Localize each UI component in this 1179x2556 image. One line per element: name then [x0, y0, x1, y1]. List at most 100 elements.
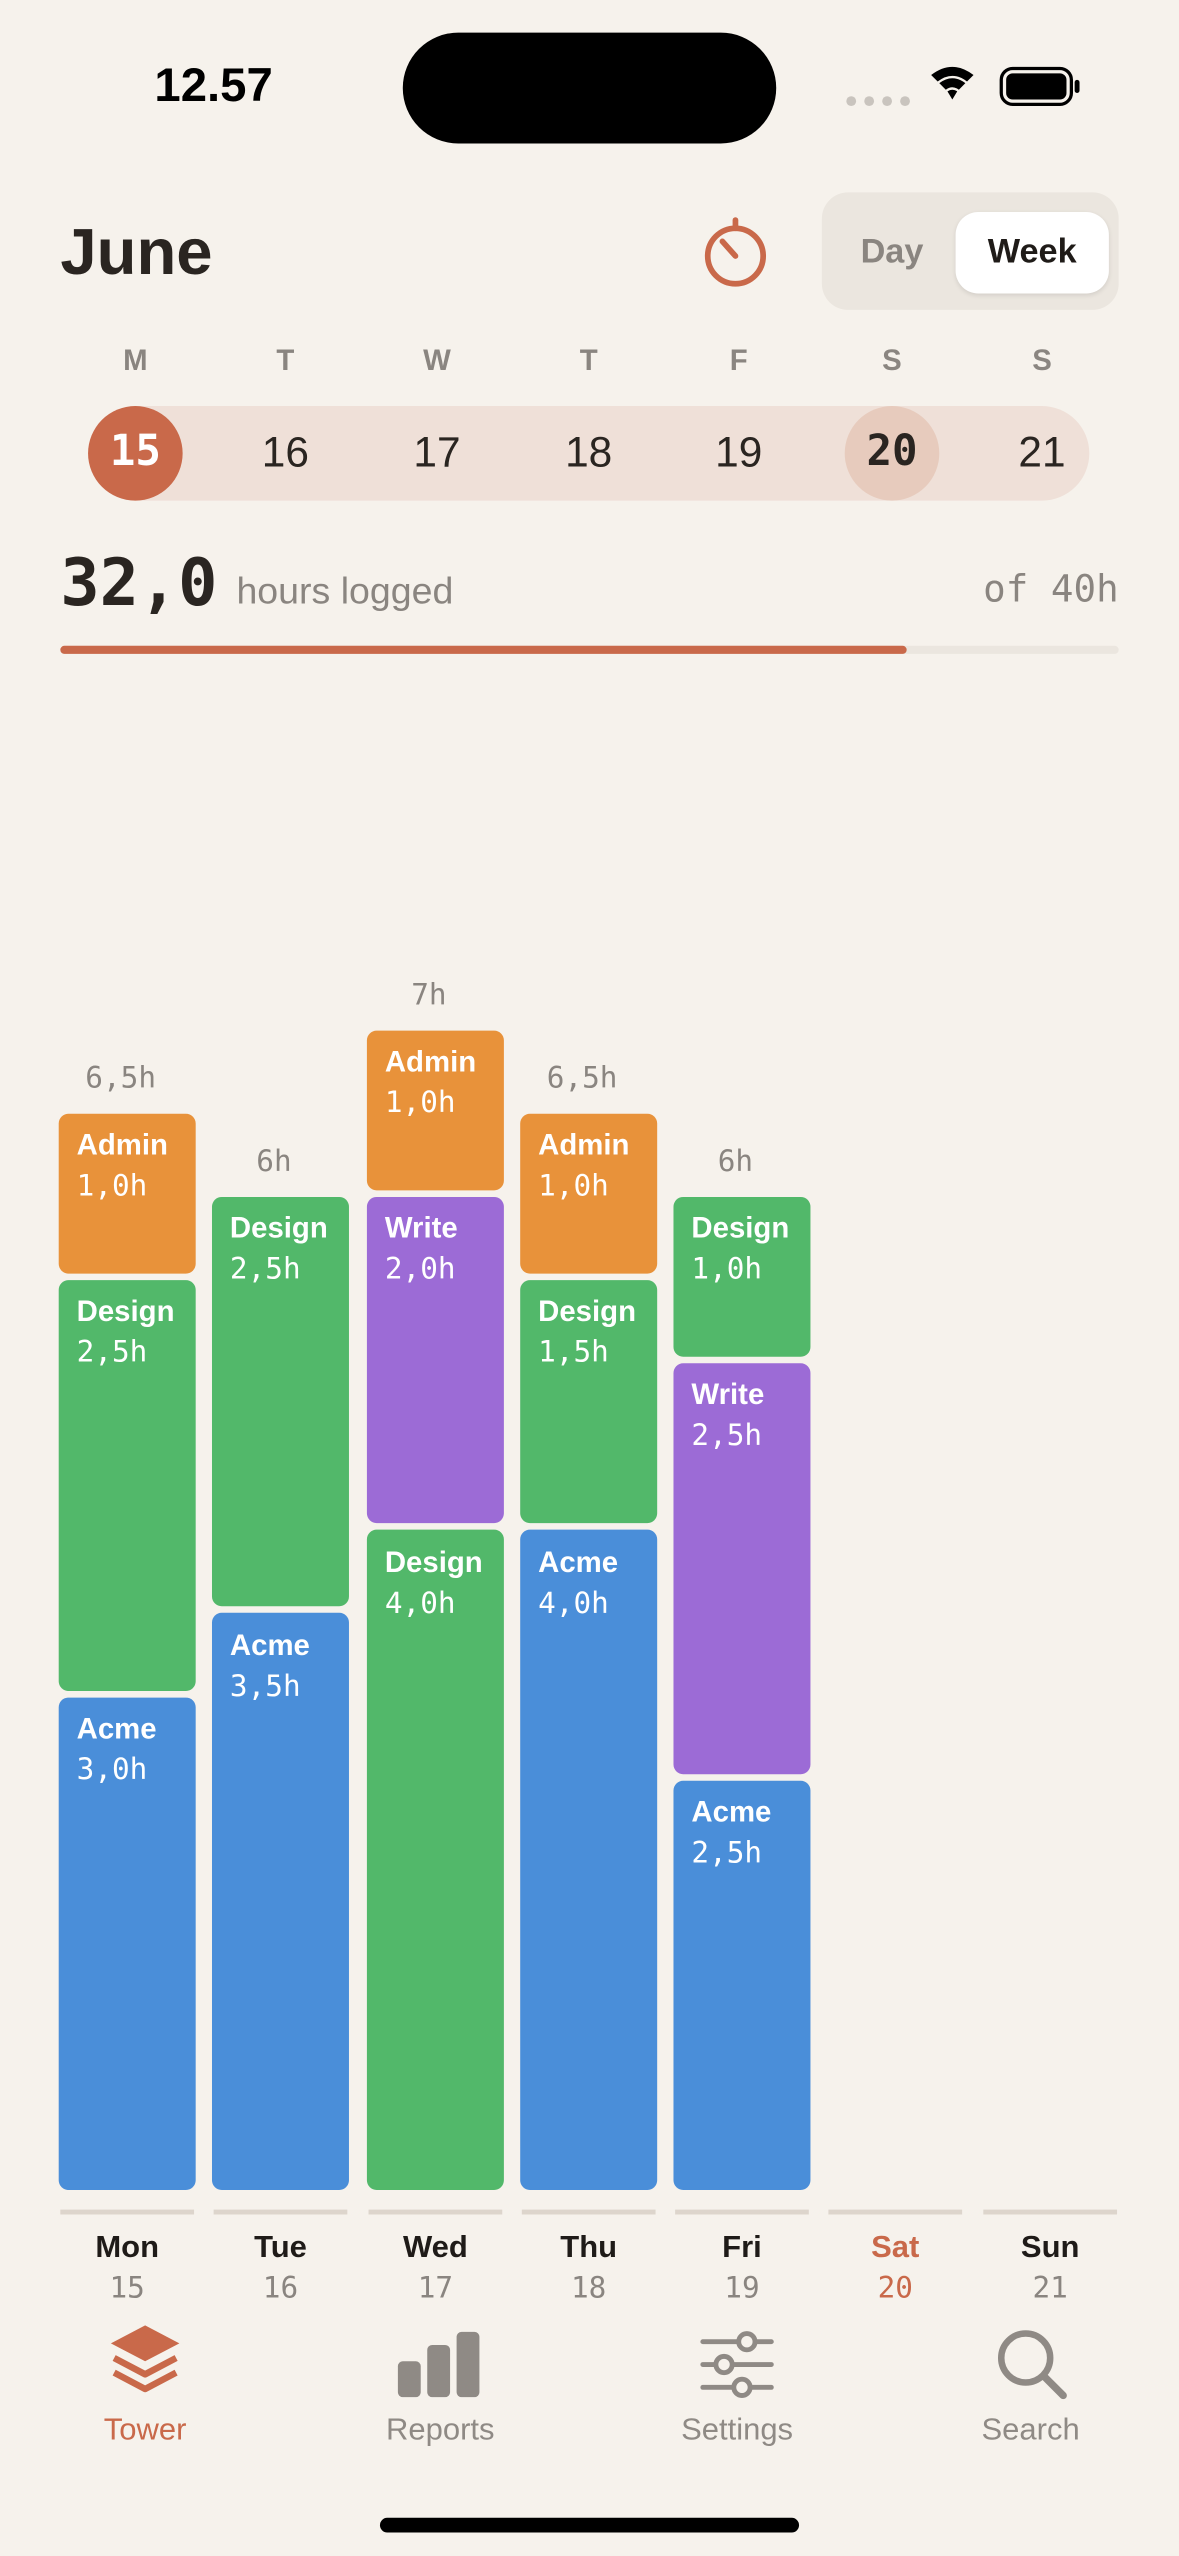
- segment-hours: 3,5h: [229, 1669, 301, 1704]
- tab-label[interactable]: Reports: [386, 2412, 495, 2448]
- segment-hours: 4,0h: [384, 1586, 456, 1621]
- day-name: Wed: [402, 2230, 468, 2265]
- logged-caption: hours logged: [236, 569, 454, 612]
- time-segment[interactable]: [58, 1696, 196, 2191]
- segment-name: Admin: [538, 1128, 630, 1162]
- day-total: 6h: [717, 1145, 754, 1180]
- segment-hours: 2,5h: [229, 1252, 301, 1288]
- date-cell[interactable]: 15: [109, 427, 161, 477]
- date-cell[interactable]: 16: [261, 427, 309, 477]
- time-segment[interactable]: [58, 1113, 196, 1274]
- segment-name: Admin: [384, 1045, 477, 1079]
- segment-hours: 2,5h: [76, 1336, 148, 1371]
- time-segment[interactable]: [520, 1530, 658, 2191]
- segment-name: Design: [384, 1545, 483, 1578]
- view-option-pill[interactable]: [955, 211, 1109, 294]
- time-segment[interactable]: [520, 1280, 658, 1524]
- day-name: Tue: [254, 2230, 307, 2265]
- time-segment[interactable]: [211, 1613, 349, 2191]
- segment-hours: 2,0h: [384, 1252, 456, 1288]
- day-baseline: [213, 2209, 348, 2215]
- tab-label[interactable]: Settings: [681, 2412, 794, 2448]
- time-segment[interactable]: [520, 1113, 658, 1274]
- tab-icon-settings: [700, 2331, 774, 2398]
- day-date: 15: [109, 2271, 145, 2307]
- day-date: 21: [1032, 2271, 1068, 2307]
- home-indicator: [379, 2517, 800, 2533]
- segment-hours: 4,0h: [538, 1586, 609, 1621]
- time-segment[interactable]: [366, 1197, 504, 1524]
- segment-hours: 3,0h: [76, 1752, 148, 1787]
- logged-hours: 32,0: [60, 546, 218, 622]
- day-baseline: [828, 2209, 963, 2215]
- day-date: 17: [417, 2271, 454, 2307]
- segment-name: Acme: [76, 1711, 157, 1745]
- day-baseline: [60, 2209, 195, 2215]
- segment-hours: 1,0h: [691, 1252, 763, 1288]
- progress-fill: [60, 645, 907, 654]
- tab-label[interactable]: Search: [981, 2412, 1080, 2448]
- time-segment[interactable]: [673, 1780, 811, 2191]
- weekday-letter: M: [123, 344, 148, 377]
- segment-name: Design: [538, 1295, 637, 1329]
- month-title: June: [60, 216, 213, 289]
- view-option[interactable]: Day: [860, 233, 924, 272]
- day-baseline: [368, 2209, 503, 2215]
- segment-name: Acme: [229, 1628, 310, 1662]
- date-cell[interactable]: 21: [1018, 427, 1066, 477]
- date-cell[interactable]: 18: [565, 427, 613, 477]
- weekday-letter: F: [729, 344, 748, 377]
- date-cell[interactable]: 17: [413, 427, 461, 477]
- tab-icon-search: [997, 2330, 1067, 2400]
- date-cell[interactable]: 19: [715, 427, 763, 477]
- day-baseline: [521, 2209, 656, 2215]
- day-date: 19: [724, 2271, 760, 2307]
- dynamic-island: [402, 32, 777, 144]
- time-segment[interactable]: [366, 1530, 504, 2191]
- tab-icon-tower: [110, 2325, 180, 2393]
- tab-label[interactable]: Tower: [103, 2412, 187, 2448]
- day-total: 6,5h: [85, 1061, 157, 1097]
- time-segment[interactable]: [211, 1197, 349, 1608]
- timer-button[interactable]: [700, 217, 772, 289]
- segment-hours: 1,5h: [538, 1336, 609, 1371]
- view-option[interactable]: Week: [987, 233, 1077, 272]
- goal-label: of 40h: [983, 569, 1119, 612]
- time-segment[interactable]: [673, 1197, 811, 1358]
- weekday-letter: T: [579, 344, 598, 377]
- tab-icon-reports: [397, 2331, 480, 2398]
- time-segment[interactable]: [58, 1280, 196, 1691]
- today-date-circle: [844, 406, 940, 501]
- weekday-letter: S: [1032, 344, 1052, 377]
- segment-hours: 1,0h: [76, 1169, 148, 1204]
- time-segment[interactable]: [366, 1030, 504, 1191]
- day-total: 7h: [411, 978, 447, 1013]
- selected-date-circle: [88, 406, 183, 501]
- day-date: 16: [262, 2271, 299, 2307]
- day-baseline: [983, 2209, 1118, 2215]
- segment-hours: 1,0h: [384, 1086, 456, 1121]
- day-date: 20: [877, 2271, 913, 2307]
- segment-hours: 2,5h: [691, 1835, 763, 1871]
- weekday-letter: T: [276, 344, 295, 377]
- day-date: 18: [571, 2271, 607, 2307]
- segment-name: Write: [384, 1212, 458, 1245]
- day-name: Fri: [722, 2230, 762, 2265]
- segment-name: Admin: [76, 1128, 168, 1162]
- weekday-letter: W: [423, 344, 451, 377]
- day-name: Sat: [871, 2230, 920, 2265]
- day-name: Sun: [1020, 2230, 1080, 2265]
- segment-name: Design: [229, 1212, 328, 1245]
- time-segment[interactable]: [673, 1363, 811, 1774]
- segment-name: Write: [691, 1378, 765, 1412]
- segment-name: Acme: [691, 1795, 772, 1828]
- segment-name: Design: [76, 1295, 175, 1329]
- status-time: 12.57: [154, 59, 273, 112]
- day-total: 6,5h: [546, 1061, 618, 1097]
- segment-hours: 1,0h: [538, 1169, 609, 1204]
- segment-name: Acme: [538, 1545, 619, 1578]
- date-cell[interactable]: 20: [866, 427, 918, 477]
- status-icons: [846, 66, 1080, 106]
- segment-hours: 2,5h: [691, 1419, 763, 1454]
